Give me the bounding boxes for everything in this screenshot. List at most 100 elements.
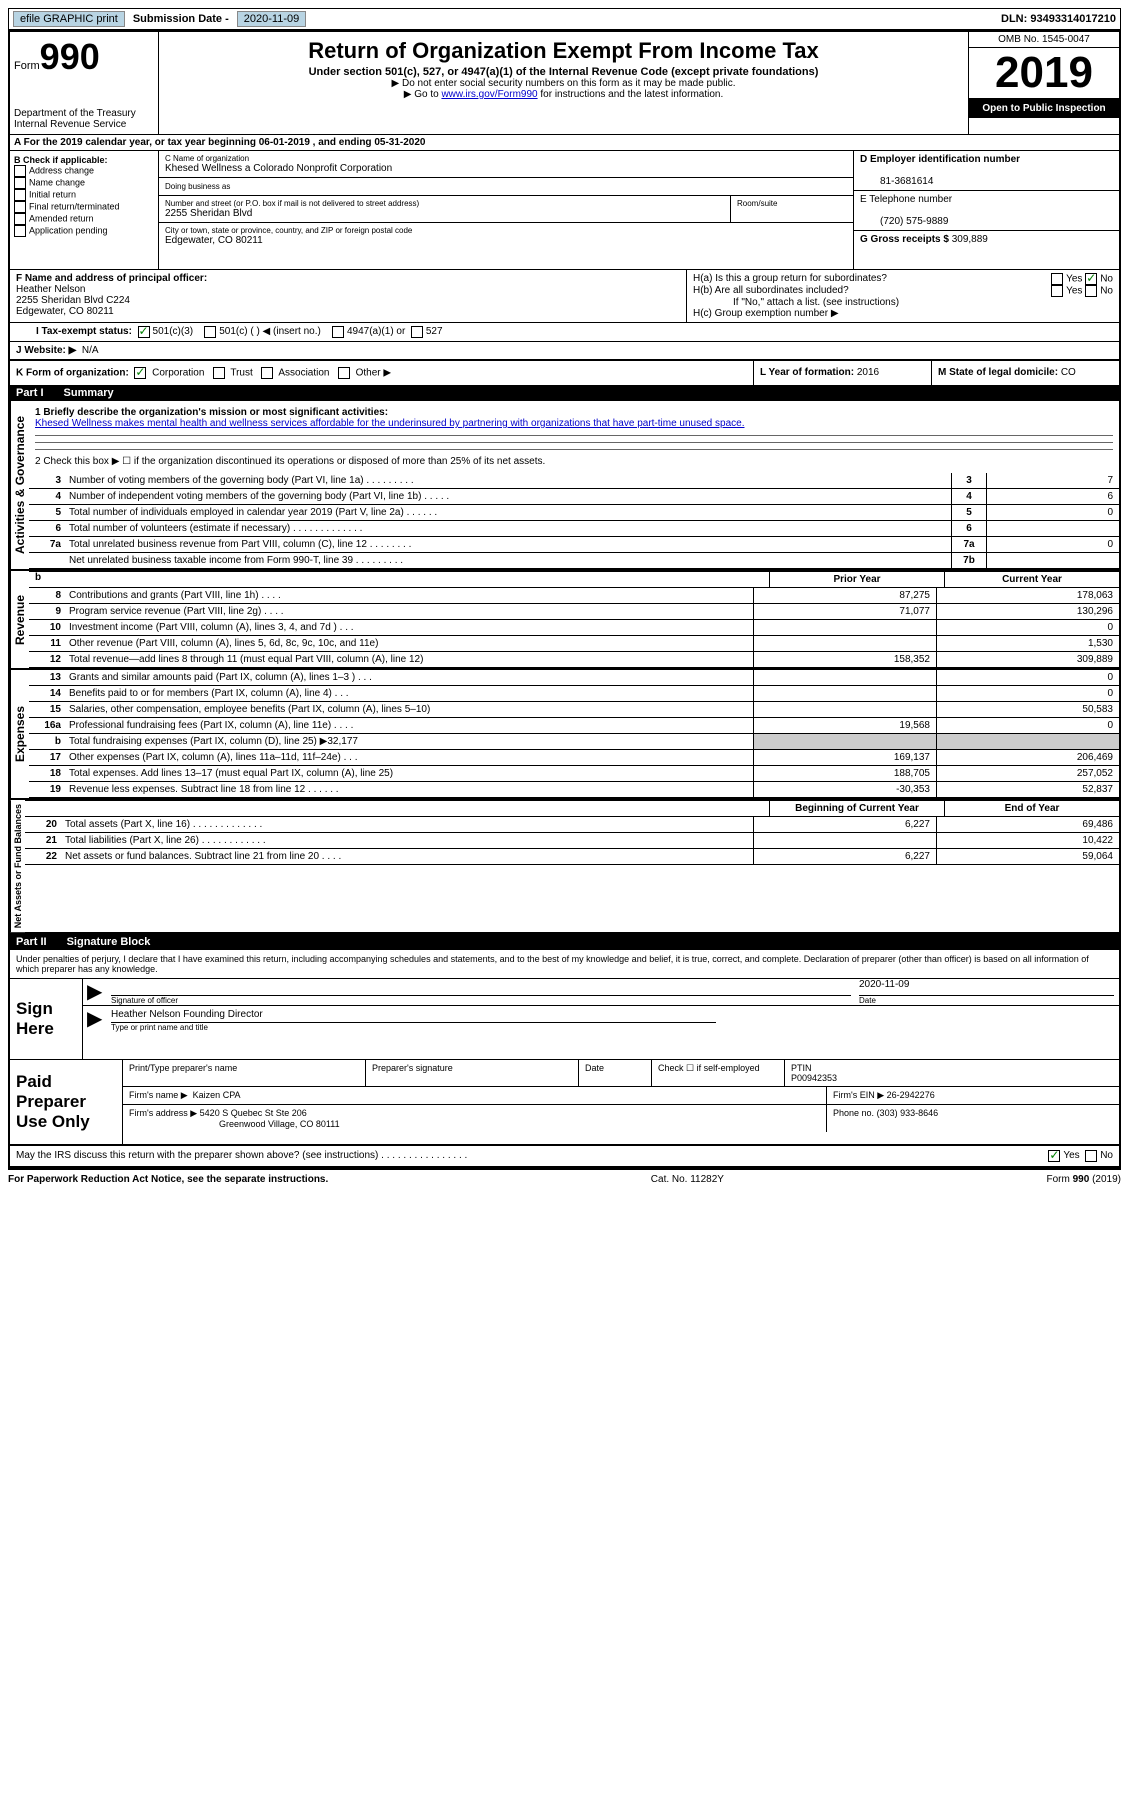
checkbox-amended[interactable] — [14, 213, 26, 225]
ha-yes-checkbox[interactable] — [1051, 273, 1063, 285]
gross-receipts-value: 309,889 — [952, 234, 988, 245]
officer-addr1: 2255 Sheridan Blvd C224 — [16, 295, 130, 306]
financial-line: 8Contributions and grants (Part VIII, li… — [29, 588, 1119, 604]
dba-label: Doing business as — [165, 182, 230, 191]
year-formation-label: L Year of formation: — [760, 367, 854, 378]
checkbox-initial-return[interactable] — [14, 189, 26, 201]
telephone-value: (720) 575-9889 — [860, 216, 948, 227]
prep-date: Date — [579, 1060, 652, 1086]
current-year-header: Current Year — [944, 572, 1119, 587]
discuss-preparer: May the IRS discuss this return with the… — [16, 1150, 1048, 1162]
firm-name: Kaizen CPA — [193, 1090, 241, 1100]
submission-label: Submission Date - — [133, 13, 229, 25]
form-title: Return of Organization Exempt From Incom… — [163, 38, 964, 64]
eoy-header: End of Year — [944, 801, 1119, 816]
other-checkbox[interactable] — [338, 367, 350, 379]
mission-text[interactable]: Khesed Wellness makes mental health and … — [35, 418, 744, 429]
print-preparer-name: Print/Type preparer's name — [123, 1060, 366, 1086]
ssn-warning: ▶ Do not enter social security numbers o… — [163, 78, 964, 89]
dln: DLN: 93493314017210 — [1001, 13, 1116, 25]
website-value: N/A — [82, 345, 99, 356]
financial-line: 18Total expenses. Add lines 13–17 (must … — [29, 766, 1119, 782]
officer-name: Heather Nelson — [16, 284, 85, 295]
ptin-value: P00942353 — [791, 1073, 837, 1083]
corp-checkbox[interactable] — [134, 367, 146, 379]
firm-ein-label: Firm's EIN ▶ — [833, 1090, 884, 1100]
org-name-label: C Name of organization — [165, 154, 847, 163]
firm-addr1: 5420 S Quebec St Ste 206 — [200, 1108, 307, 1118]
type-print-label: Type or print name and title — [111, 1022, 716, 1032]
page-footer: For Paperwork Reduction Act Notice, see … — [8, 1170, 1121, 1189]
ein-label: D Employer identification number — [860, 154, 1020, 165]
form-org-label: K Form of organization: — [16, 368, 129, 379]
org-info-grid: B Check if applicable: Address change Na… — [10, 151, 1119, 270]
summary-line: 6Total number of volunteers (estimate if… — [29, 521, 1119, 537]
financial-line: 17Other expenses (Part IX, column (A), l… — [29, 750, 1119, 766]
dept-treasury: Department of the Treasury — [14, 108, 154, 119]
part-2-header: Part II Signature Block — [10, 934, 1119, 950]
omb-number: OMB No. 1545-0047 — [969, 32, 1119, 48]
financial-line: 22Net assets or fund balances. Subtract … — [25, 849, 1119, 865]
part-1-header: Part I Summary — [10, 385, 1119, 401]
discuss-yes-checkbox[interactable] — [1048, 1150, 1060, 1162]
ein-value: 81-3681614 — [860, 176, 933, 187]
boy-header: Beginning of Current Year — [769, 801, 944, 816]
perjury-declaration: Under penalties of perjury, I declare th… — [10, 950, 1119, 979]
org-name: Khesed Wellness a Colorado Nonprofit Cor… — [165, 163, 847, 174]
self-employed-check: Check ☐ if self-employed — [652, 1060, 785, 1086]
checkbox-address-change[interactable] — [14, 165, 26, 177]
form-990-container: Form990 Department of the Treasury Inter… — [8, 30, 1121, 1170]
line1-label: 1 Briefly describe the organization's mi… — [35, 407, 388, 418]
ha-no-checkbox[interactable] — [1085, 273, 1097, 285]
financial-line: 16aProfessional fundraising fees (Part I… — [29, 718, 1119, 734]
501c-checkbox[interactable] — [204, 326, 216, 338]
tax-exempt-label: I Tax-exempt status: — [36, 326, 132, 338]
vert-expenses: Expenses — [10, 670, 29, 798]
efile-print-button[interactable]: efile GRAPHIC print — [13, 11, 125, 27]
checkbox-name-change[interactable] — [14, 177, 26, 189]
4947-checkbox[interactable] — [332, 326, 344, 338]
principal-officer-label: F Name and address of principal officer: — [16, 273, 207, 284]
firm-ein: 26-2942276 — [887, 1090, 935, 1100]
phone-value: (303) 933-8646 — [877, 1108, 939, 1118]
public-inspection: Open to Public Inspection — [969, 99, 1119, 118]
firm-addr-label: Firm's address ▶ — [129, 1108, 197, 1118]
officer-addr2: Edgewater, CO 80211 — [16, 306, 114, 317]
officer-printed-name: Heather Nelson Founding Director — [111, 1006, 1119, 1020]
goto-link-row: ▶ Go to www.irs.gov/Form990 for instruct… — [163, 89, 964, 100]
telephone-label: E Telephone number — [860, 194, 952, 205]
checkbox-final-return[interactable] — [14, 201, 26, 213]
discuss-no-checkbox[interactable] — [1085, 1150, 1097, 1162]
instructions-link[interactable]: www.irs.gov/Form990 — [441, 89, 537, 100]
financial-line: 13Grants and similar amounts paid (Part … — [29, 670, 1119, 686]
h-c-label: H(c) Group exemption number ▶ — [693, 308, 1113, 319]
form-number: Form990 — [14, 36, 154, 78]
sign-here-label: Sign Here — [10, 979, 83, 1059]
sig-date-value: 2020-11-09 — [859, 979, 1119, 990]
section-subtitle: Under section 501(c), 527, or 4947(a)(1)… — [163, 66, 964, 78]
top-toolbar: efile GRAPHIC print Submission Date - 20… — [8, 8, 1121, 30]
527-checkbox[interactable] — [411, 326, 423, 338]
preparer-signature: Preparer's signature — [366, 1060, 579, 1086]
assoc-checkbox[interactable] — [261, 367, 273, 379]
501c3-checkbox[interactable] — [138, 326, 150, 338]
trust-checkbox[interactable] — [213, 367, 225, 379]
hb-yes-checkbox[interactable] — [1051, 285, 1063, 297]
line2-text: 2 Check this box ▶ ☐ if the organization… — [35, 456, 1113, 467]
firm-addr2: Greenwood Village, CO 80111 — [129, 1119, 340, 1129]
gross-receipts-label: G Gross receipts $ — [860, 234, 949, 245]
financial-line: 14Benefits paid to or for members (Part … — [29, 686, 1119, 702]
city-state-zip: Edgewater, CO 80211 — [165, 235, 847, 246]
section-b-checkboxes: B Check if applicable: Address change Na… — [10, 151, 159, 269]
vert-activities-governance: Activities & Governance — [10, 401, 29, 569]
firm-name-label: Firm's name ▶ — [129, 1090, 188, 1100]
financial-line: 20Total assets (Part X, line 16) . . . .… — [25, 817, 1119, 833]
checkbox-app-pending[interactable] — [14, 225, 26, 237]
state-domicile-label: M State of legal domicile: — [938, 367, 1058, 378]
financial-line: 10Investment income (Part VIII, column (… — [29, 620, 1119, 636]
sig-date-label: Date — [859, 995, 1114, 1005]
hb-no-checkbox[interactable] — [1085, 285, 1097, 297]
summary-line: 7aTotal unrelated business revenue from … — [29, 537, 1119, 553]
city-label: City or town, state or province, country… — [165, 226, 847, 235]
street-address: 2255 Sheridan Blvd — [165, 208, 724, 219]
